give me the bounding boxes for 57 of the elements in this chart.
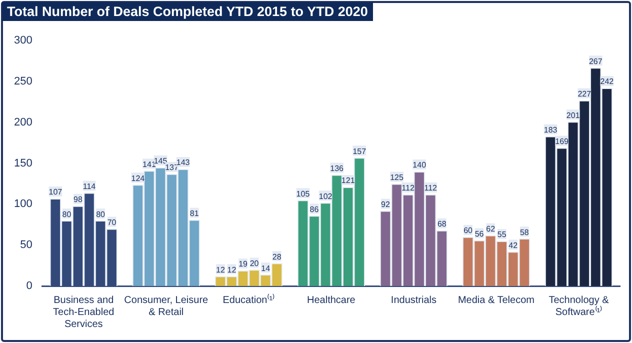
x-tick-label: Industrials (390, 294, 436, 306)
data-label: 92 (381, 200, 390, 209)
data-label: 60 (464, 226, 474, 236)
data-label: 267 (588, 56, 603, 66)
data-label: 136 (330, 164, 344, 173)
data-label: 86 (310, 204, 320, 214)
x-tick-label: Technology & Software⁽¹⁾ (548, 294, 610, 318)
data-label: 62 (486, 224, 496, 234)
data-label: 19 (238, 260, 248, 269)
x-tick-label: Education⁽¹⁾ (222, 292, 275, 306)
data-label: 121 (341, 176, 356, 186)
data-label: 12 (216, 265, 226, 274)
y-tick-label: 200 (14, 116, 32, 128)
data-label: 80 (62, 210, 72, 219)
data-label: 227 (578, 90, 592, 99)
data-label: 112 (424, 184, 438, 193)
data-label: 169 (555, 136, 570, 146)
data-label: 112 (402, 184, 415, 193)
chart-title: Total Number of Deals Completed YTD 2015 to YTD 2020 (2, 2, 373, 21)
x-tick-label: Media & Telecom (458, 294, 534, 306)
data-label: 55 (497, 230, 507, 240)
data-label: 20 (250, 258, 260, 268)
data-label: 141 (142, 160, 156, 169)
data-label: 242 (600, 77, 614, 86)
y-tick-label: 50 (20, 239, 32, 252)
data-label: 80 (96, 210, 106, 219)
data-label: 58 (520, 228, 530, 237)
data-label: 183 (544, 126, 558, 135)
data-label: 125 (390, 172, 404, 182)
data-label: 124 (131, 174, 146, 183)
data-label: 14 (261, 264, 271, 273)
data-label: 137 (165, 163, 179, 172)
data-label: 201 (566, 110, 580, 120)
data-label: 70 (107, 218, 117, 227)
data-label: 68 (437, 220, 447, 229)
data-label: 105 (296, 189, 310, 198)
y-tick-label: 0 (26, 280, 32, 292)
x-tick-label: Healthcare (306, 294, 356, 306)
data-label: 107 (48, 188, 63, 197)
data-label: 102 (318, 192, 333, 201)
x-tick-label: Consumer, Leisure & Retail (124, 294, 209, 318)
x-tick-label: Business and Tech-Enabled Services (53, 294, 114, 330)
data-label: 28 (272, 252, 282, 262)
y-tick-label: 100 (14, 198, 32, 210)
data-label: 98 (74, 195, 83, 204)
data-label: 56 (474, 229, 484, 238)
data-label: 157 (352, 146, 367, 156)
y-tick-label: 150 (14, 157, 32, 170)
data-label: 81 (190, 208, 200, 218)
data-label: 42 (508, 240, 518, 250)
y-tick-label: 250 (14, 76, 32, 88)
data-label: 114 (82, 182, 96, 191)
data-label: 140 (412, 160, 427, 170)
y-tick-label: 300 (14, 34, 32, 47)
data-label: 12 (227, 265, 237, 274)
data-label: 143 (176, 158, 190, 168)
data-label: 145 (154, 156, 168, 166)
